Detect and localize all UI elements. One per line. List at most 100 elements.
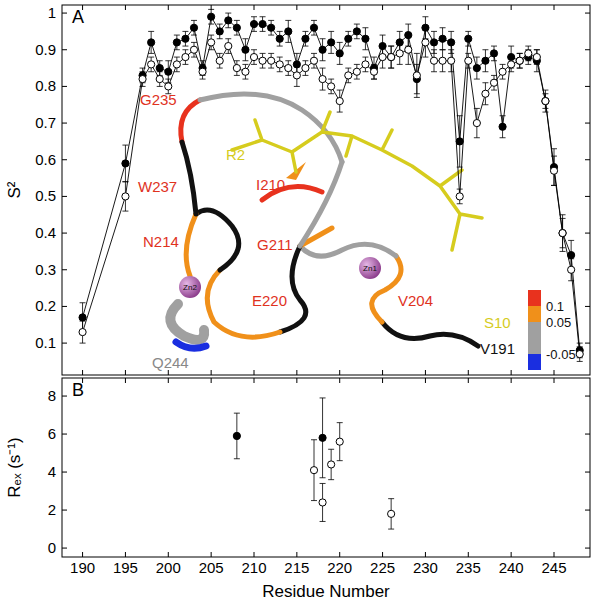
x-tick: [554, 5, 555, 10]
data-point: [165, 68, 172, 75]
panel-b: 1901952002052102152202252302352402450246…: [5, 378, 590, 601]
data-point: [122, 193, 129, 200]
x-tick: [125, 5, 126, 10]
data-point: [293, 72, 300, 79]
data-point: [362, 61, 369, 68]
data-point: [465, 57, 472, 64]
x-tick: [382, 370, 383, 375]
x-tick: [211, 370, 212, 375]
y-tick-label: 6: [48, 425, 56, 442]
data-point: [353, 68, 360, 75]
y-tick: [585, 396, 590, 397]
data-point: [353, 28, 360, 35]
x-tick: [254, 370, 255, 375]
error-bar: [174, 35, 180, 50]
data-point: [550, 167, 557, 174]
error-bar: [242, 39, 248, 61]
data-point: [182, 35, 189, 42]
error-bar: [337, 90, 343, 112]
x-tick-label: 190: [70, 559, 95, 576]
data-point: [473, 64, 480, 71]
y-tick-label: 0.4: [35, 224, 56, 241]
helix: [176, 342, 206, 348]
y-tick: [585, 548, 590, 549]
x-tick: [82, 552, 83, 557]
error-bar: [380, 46, 386, 68]
error-bar: [482, 50, 488, 72]
x-tick: [468, 552, 469, 557]
data-point: [345, 35, 352, 42]
panel-a: Zn1Zn2G235R2W237I210N214G211E220V204S10V…: [5, 4, 590, 375]
residue-label: Q244: [152, 354, 189, 371]
error-bar: [320, 68, 326, 90]
error-bar: [328, 31, 334, 53]
error-bar: [182, 50, 188, 65]
data-point: [542, 97, 549, 104]
error-bar: [422, 28, 428, 57]
error-bar: [122, 182, 128, 211]
data-point: [310, 24, 317, 31]
error-bar: [431, 50, 437, 72]
color-bar-label: 0.05: [546, 315, 571, 330]
y-tick-label: 2: [48, 501, 56, 518]
plot-frame: [62, 5, 590, 375]
y-tick: [62, 306, 67, 307]
error-bar: [294, 64, 300, 86]
error-bar: [302, 31, 308, 46]
x-tick-label: 200: [156, 559, 181, 576]
error-bar: [285, 20, 291, 42]
x-tick: [82, 370, 83, 375]
error-bar: [397, 42, 403, 64]
y-tick-label: 0.3: [35, 261, 56, 278]
data-point: [499, 123, 506, 130]
error-bar: [285, 61, 291, 76]
data-point: [388, 53, 395, 60]
error-bar: [277, 57, 283, 72]
y-tick-label: 0.7: [35, 114, 56, 131]
x-tick-label: 230: [413, 559, 438, 576]
data-point: [190, 24, 197, 31]
y-tick: [585, 233, 590, 234]
data-point: [208, 39, 215, 46]
data-point: [576, 350, 583, 357]
data-point: [276, 35, 283, 42]
residue-label: I210: [256, 176, 285, 193]
data-point: [336, 97, 343, 104]
x-tick: [168, 552, 169, 557]
y-tick: [62, 510, 67, 511]
y-tick: [585, 343, 590, 344]
y-tick-label: 0.8: [35, 77, 56, 94]
x-axis-title: Residue Number: [262, 582, 390, 601]
x-tick: [125, 378, 126, 383]
data-point: [148, 61, 155, 68]
data-point: [336, 50, 343, 57]
residue-label: R2: [226, 146, 245, 163]
data-point: [79, 328, 86, 335]
error-bar: [354, 64, 360, 79]
x-tick: [468, 378, 469, 383]
data-point: [319, 499, 326, 506]
y-tick-label: 0.2: [35, 297, 56, 314]
plot-frame: [62, 378, 590, 557]
residue-label: V191: [480, 340, 515, 357]
y-tick: [62, 396, 67, 397]
error-bar: [242, 64, 248, 79]
error-bar: [345, 68, 351, 83]
y-tick: [585, 434, 590, 435]
data-point: [465, 35, 472, 42]
x-tick-label: 240: [499, 559, 524, 576]
data-point: [559, 229, 566, 236]
error-bar: [542, 90, 548, 112]
error-bar: [517, 53, 523, 68]
data-point: [139, 75, 146, 82]
data-point: [499, 68, 506, 75]
error-bar: [560, 218, 566, 247]
data-point: [319, 75, 326, 82]
data-point: [250, 53, 257, 60]
error-bar: [225, 39, 231, 54]
x-tick: [382, 5, 383, 10]
error-bar: [260, 53, 266, 68]
y-tick-label: 1: [48, 4, 56, 21]
x-tick: [296, 370, 297, 375]
data-point: [148, 39, 155, 46]
